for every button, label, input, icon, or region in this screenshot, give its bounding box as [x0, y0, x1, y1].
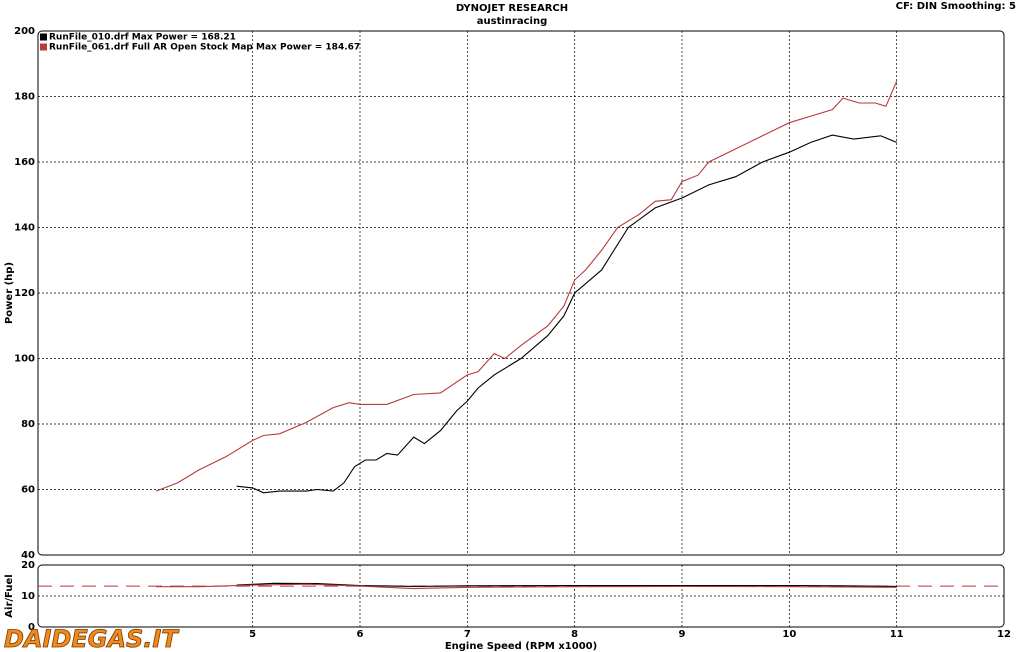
x-tick-label: 11: [890, 629, 904, 640]
x-tick-label: 12: [997, 629, 1011, 640]
y-axis-label: Power (hp): [4, 262, 15, 324]
x-tick-label: 7: [464, 629, 471, 640]
y-tick-label: 180: [14, 92, 35, 103]
chart-subtitle: austinracing: [477, 16, 547, 27]
data-line: [236, 134, 897, 494]
x-axis-label: Engine Speed (RPM x1000): [445, 641, 597, 652]
watermark: DAIDEGAS.IT: [4, 625, 179, 652]
y-tick-label: 40: [21, 550, 35, 561]
y-tick-label: 120: [14, 288, 35, 299]
y-axis-label: Air/Fuel: [4, 574, 15, 617]
y-tick-label: 140: [14, 223, 35, 234]
y-tick-label: 160: [14, 157, 35, 168]
x-tick-label: 10: [782, 629, 796, 640]
y-tick-label: 10: [21, 591, 35, 602]
legend-label: RunFile_010.drf Max Power = 168.21: [49, 33, 236, 43]
y-tick-label: 100: [14, 354, 35, 365]
legend-swatch: [40, 43, 47, 51]
data-line: [156, 583, 897, 590]
x-tick-label: 9: [679, 629, 686, 640]
y-tick-label: 60: [21, 485, 35, 496]
x-tick-label: 5: [249, 629, 256, 640]
y-tick-label: 20: [21, 560, 35, 571]
y-tick-label: 200: [14, 26, 35, 37]
settings-note: CF: DIN Smoothing: 5: [896, 1, 1016, 12]
legend-label: RunFile_061.drf Full AR Open Stock Map M…: [49, 43, 360, 53]
y-tick-label: 0: [28, 622, 35, 633]
data-line: [236, 582, 897, 587]
data-line: [155, 80, 898, 492]
y-tick-label: 80: [21, 419, 35, 430]
chart-title: DYNOJET RESEARCH: [456, 3, 568, 14]
legend-swatch: [40, 33, 47, 41]
x-tick-label: 8: [571, 629, 578, 640]
x-tick-label: 6: [357, 629, 364, 640]
